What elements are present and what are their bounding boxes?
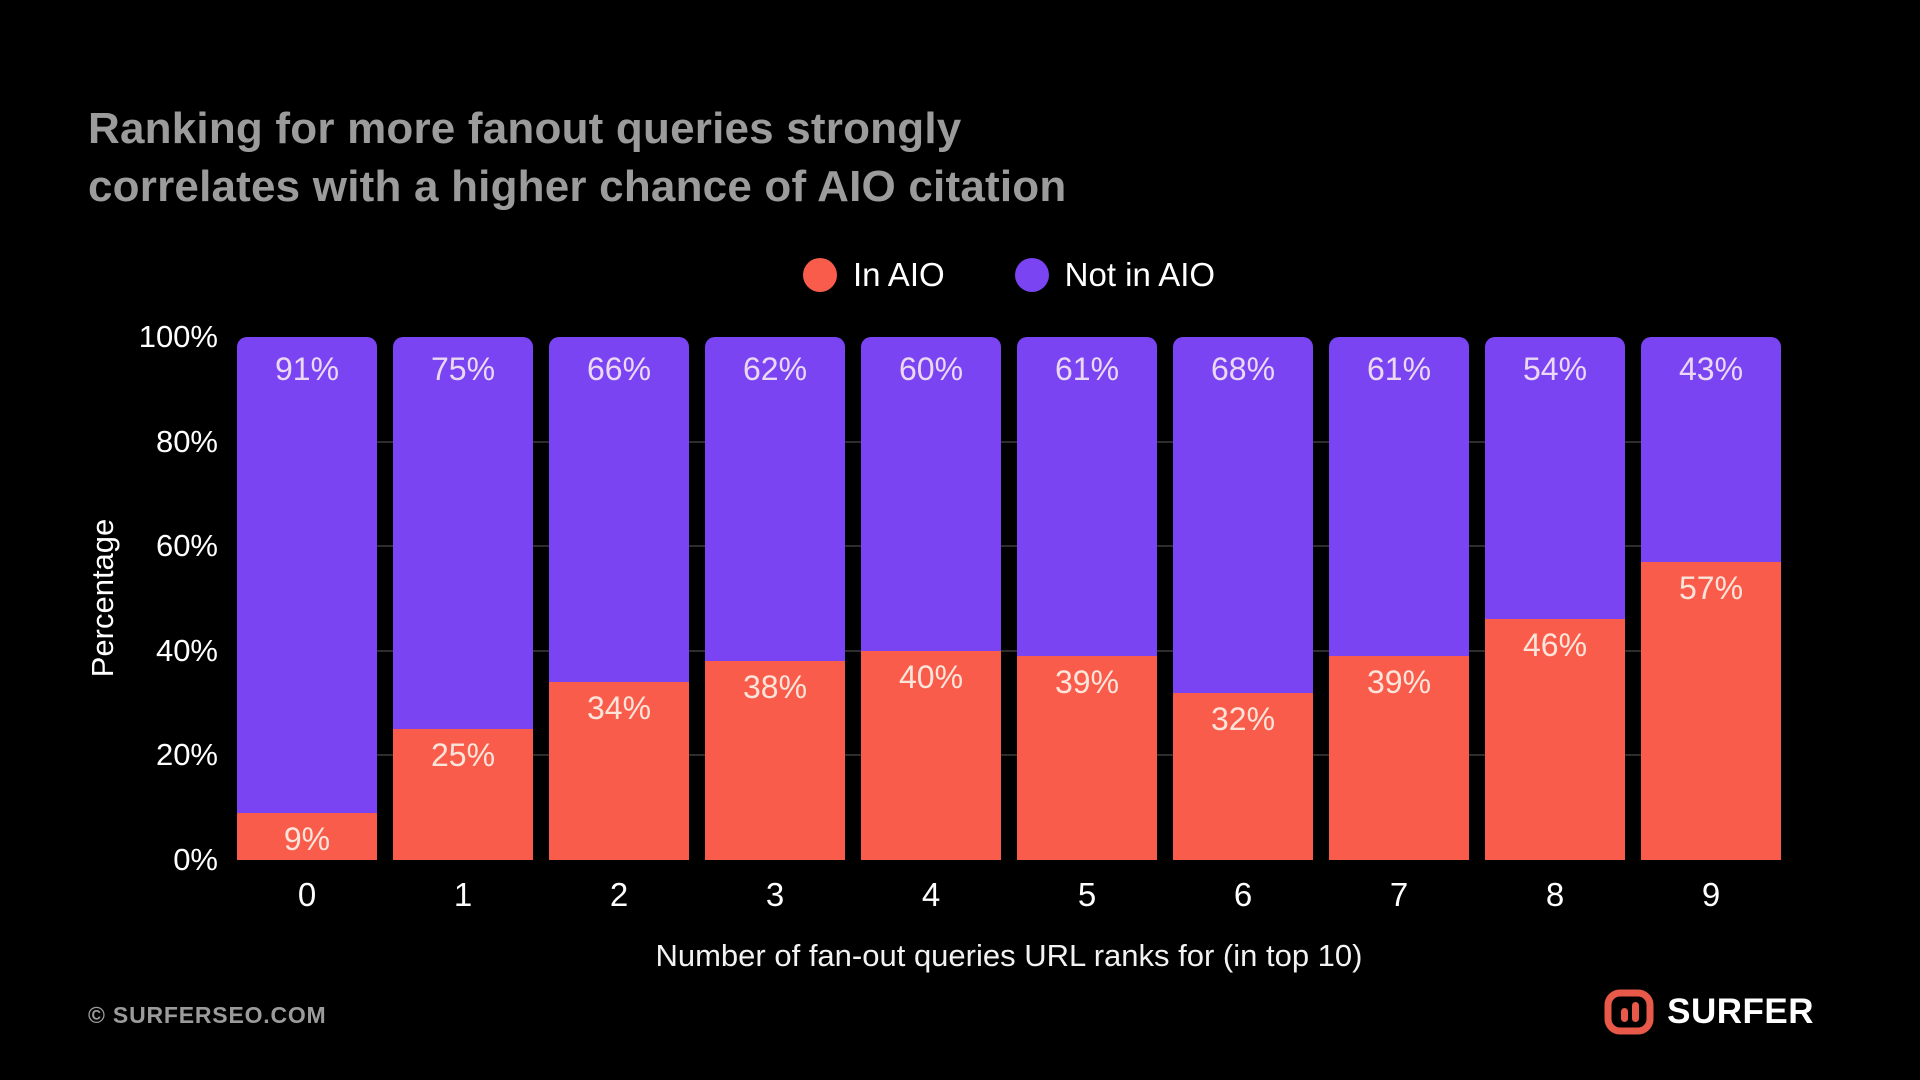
x-category-5: 5 bbox=[1077, 876, 1097, 913]
bar-group-6: 68% 32% 6 bbox=[1173, 337, 1313, 913]
segment-not-in-aio-9: 43% bbox=[1641, 337, 1781, 562]
segment-value-label: 75% bbox=[430, 351, 496, 387]
chart-title: Ranking for more fanout queries strongly… bbox=[88, 100, 1066, 216]
segment-not-in-aio-1: 75% bbox=[393, 337, 533, 730]
bar-group-9: 43% 57% 9 bbox=[1641, 337, 1781, 913]
segment-value-label: 91% bbox=[274, 351, 340, 387]
legend-item-not-in-aio: Not in AIO bbox=[1014, 256, 1216, 294]
chart-title-line1: Ranking for more fanout queries strongly bbox=[88, 104, 962, 153]
bar-group-7: 61% 39% 7 bbox=[1329, 337, 1469, 913]
segment-value-label: 32% bbox=[1210, 700, 1276, 737]
segment-value-label: 60% bbox=[898, 351, 964, 387]
segment-value-label: 66% bbox=[586, 351, 652, 387]
segment-in-aio-1: 25% bbox=[393, 729, 533, 860]
x-axis-label: Number of fan-out queries URL ranks for … bbox=[655, 938, 1363, 973]
segment-value-label: 61% bbox=[1366, 351, 1432, 387]
segment-in-aio-8: 46% bbox=[1485, 619, 1625, 860]
gridline-60 bbox=[237, 545, 1781, 548]
brand-name: SURFER bbox=[1667, 992, 1814, 1031]
y-tick-0: 0% bbox=[173, 842, 218, 877]
segment-in-aio-4: 40% bbox=[861, 650, 1001, 860]
segment-not-in-aio-5: 61% bbox=[1017, 337, 1157, 657]
segment-in-aio-3: 38% bbox=[705, 661, 845, 860]
segment-value-label: 54% bbox=[1522, 351, 1588, 387]
segment-not-in-aio-8: 54% bbox=[1485, 337, 1625, 620]
legend-label-in-aio: In AIO bbox=[852, 256, 945, 293]
segment-in-aio-0: 9% bbox=[237, 812, 377, 860]
surfer-equalizer-icon bbox=[1604, 989, 1654, 1035]
segment-value-label: 39% bbox=[1054, 664, 1120, 701]
gridline-20 bbox=[237, 754, 1781, 757]
segment-value-label: 68% bbox=[1210, 351, 1276, 387]
segment-in-aio-5: 39% bbox=[1017, 656, 1157, 860]
x-category-9: 9 bbox=[1701, 876, 1721, 913]
segment-value-label: 40% bbox=[898, 658, 964, 695]
bar-group-3: 62% 38% 3 bbox=[705, 337, 845, 913]
chart-title-line2: correlates with a higher chance of AIO c… bbox=[88, 162, 1067, 211]
chart-plot: 91% 9% 0 75% 25% 1 66% 34% 2 62% 38% 3 60% 40% 4 61% 39%… bbox=[237, 337, 1781, 913]
y-tick-80: 80% bbox=[155, 423, 218, 459]
y-axis-ticks: 0% 20% 40% 60% 80% 100% bbox=[0, 319, 218, 877]
bar-group-4: 60% 40% 4 bbox=[861, 337, 1001, 913]
segment-in-aio-6: 32% bbox=[1173, 692, 1313, 860]
segment-value-label: 25% bbox=[430, 737, 496, 774]
legend-dot-not-in-aio bbox=[1014, 258, 1049, 292]
bar-group-1: 75% 25% 1 bbox=[393, 337, 533, 913]
segment-value-label: 61% bbox=[1054, 351, 1120, 387]
x-category-8: 8 bbox=[1545, 876, 1565, 913]
y-tick-20: 20% bbox=[155, 737, 218, 773]
segment-value-label: 39% bbox=[1366, 664, 1432, 701]
brand-logo: SURFER bbox=[1603, 986, 1814, 1038]
x-category-0: 0 bbox=[297, 876, 317, 913]
x-category-2: 2 bbox=[609, 876, 629, 913]
x-category-6: 6 bbox=[1233, 876, 1253, 913]
segment-not-in-aio-2: 66% bbox=[549, 337, 689, 683]
legend-dot-in-aio bbox=[802, 258, 837, 292]
x-category-1: 1 bbox=[453, 876, 473, 913]
gridline-40 bbox=[237, 649, 1781, 652]
bar-group-5: 61% 39% 5 bbox=[1017, 337, 1157, 913]
segment-value-label: 38% bbox=[742, 669, 808, 706]
segment-in-aio-9: 57% bbox=[1641, 561, 1781, 860]
bars: 91% 9% 0 75% 25% 1 66% 34% 2 62% 38% 3 60% 40% 4 61% 39%… bbox=[237, 337, 1781, 913]
legend-item-in-aio: In AIO bbox=[802, 256, 945, 294]
bar-group-0: 91% 9% 0 bbox=[237, 337, 377, 913]
segment-in-aio-2: 34% bbox=[549, 682, 689, 860]
segment-not-in-aio-7: 61% bbox=[1329, 337, 1469, 657]
segment-not-in-aio-6: 68% bbox=[1173, 337, 1313, 693]
segment-not-in-aio-4: 60% bbox=[861, 337, 1001, 651]
x-category-3: 3 bbox=[765, 876, 785, 913]
bar-group-8: 54% 46% 8 bbox=[1485, 337, 1625, 913]
x-category-4: 4 bbox=[921, 876, 941, 913]
x-category-7: 7 bbox=[1389, 876, 1409, 913]
bar-group-2: 66% 34% 2 bbox=[549, 337, 689, 913]
legend: In AIO Not in AIO bbox=[237, 256, 1781, 294]
y-tick-40: 40% bbox=[155, 632, 218, 668]
segment-value-label: 34% bbox=[586, 690, 652, 727]
segment-value-label: 43% bbox=[1678, 351, 1744, 387]
copyright-text: © SURFERSEO.COM bbox=[88, 1002, 327, 1028]
segment-value-label: 57% bbox=[1678, 569, 1744, 606]
gridline-80 bbox=[237, 440, 1781, 443]
segment-value-label: 9% bbox=[283, 820, 331, 857]
y-tick-60: 60% bbox=[155, 528, 218, 564]
legend-label-not-in-aio: Not in AIO bbox=[1064, 256, 1216, 293]
segment-not-in-aio-0: 91% bbox=[237, 337, 377, 813]
y-tick-100: 100% bbox=[138, 319, 218, 354]
segment-not-in-aio-3: 62% bbox=[705, 337, 845, 662]
segment-in-aio-7: 39% bbox=[1329, 656, 1469, 860]
y-axis-label: Percentage bbox=[85, 518, 120, 678]
segment-value-label: 62% bbox=[742, 351, 808, 387]
segment-value-label: 46% bbox=[1522, 627, 1588, 664]
